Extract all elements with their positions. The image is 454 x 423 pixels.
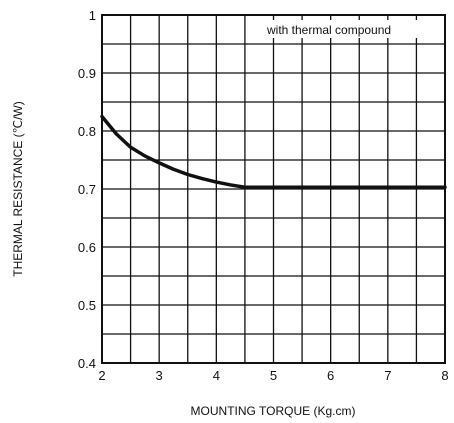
y-axis-label: THERMAL RESISTANCE (℃/W) [11, 101, 25, 276]
y-tick-label: 0.6 [78, 240, 96, 255]
x-tick-label: 8 [441, 368, 448, 383]
x-axis-label: MOUNTING TORQUE (Kg.cm) [191, 404, 356, 418]
y-tick-label: 0.7 [78, 182, 96, 197]
y-tick-label: 0.8 [78, 124, 96, 139]
annotation-background [250, 20, 430, 38]
series-line-0 [100, 114, 447, 190]
annotation-label: with thermal compound [266, 23, 391, 37]
series-layer [100, 114, 447, 190]
y-tick-label: 0.5 [78, 298, 96, 313]
x-tick-labels: 2 3 4 5 6 7 8 [98, 368, 448, 383]
y-tick-label: 1 [89, 8, 96, 23]
x-tick-label: 3 [156, 368, 163, 383]
y-tick-label: 0.9 [78, 66, 96, 81]
grid [102, 15, 445, 363]
y-tick-label: 0.4 [78, 356, 96, 371]
x-tick-label: 2 [98, 368, 105, 383]
x-tick-label: 6 [327, 368, 334, 383]
x-tick-label: 5 [270, 368, 277, 383]
x-tick-label: 4 [213, 368, 220, 383]
y-tick-labels: 0.4 0.5 0.6 0.7 0.8 0.9 1 [78, 8, 96, 371]
x-tick-label: 7 [384, 368, 391, 383]
